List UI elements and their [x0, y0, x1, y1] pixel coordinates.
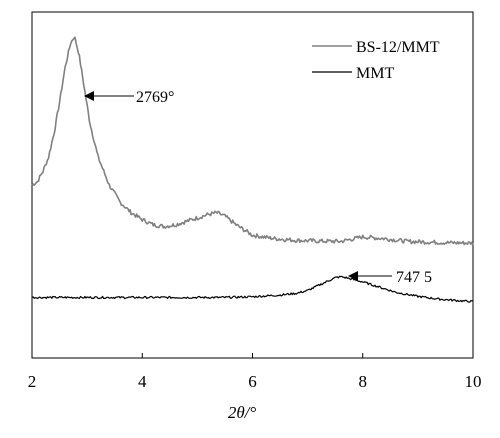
x-tick-label: 2 — [28, 372, 37, 391]
legend-label-bs12-mmt: BS-12/MMT — [356, 39, 440, 56]
legend-label-mmt: MMT — [356, 65, 394, 82]
series-line-mmt — [31, 275, 474, 303]
series-layer — [31, 36, 474, 303]
x-tick-label: 8 — [359, 372, 368, 391]
annotation-arrow-head — [84, 91, 94, 101]
x-tick-label: 4 — [138, 372, 147, 391]
annotation-label-7475: 747 5 — [396, 269, 432, 286]
x-tick-label: 6 — [248, 372, 257, 391]
x-axis-ticks: 2 4 6 8 10 — [28, 353, 482, 391]
annotation-label-2769: 2769° — [136, 89, 174, 106]
series-line-bs12-mmt — [31, 36, 474, 246]
annotation-peak-mmt: 747 5 — [348, 269, 432, 286]
annotation-arrow-head — [348, 271, 358, 281]
x-axis-title: 2θ/° — [228, 403, 257, 422]
annotation-peak-bs12: 2769° — [84, 89, 174, 106]
x-tick-label: 10 — [465, 372, 482, 391]
plot-frame — [31, 11, 474, 359]
legend: BS-12/MMT MMT — [312, 39, 440, 82]
